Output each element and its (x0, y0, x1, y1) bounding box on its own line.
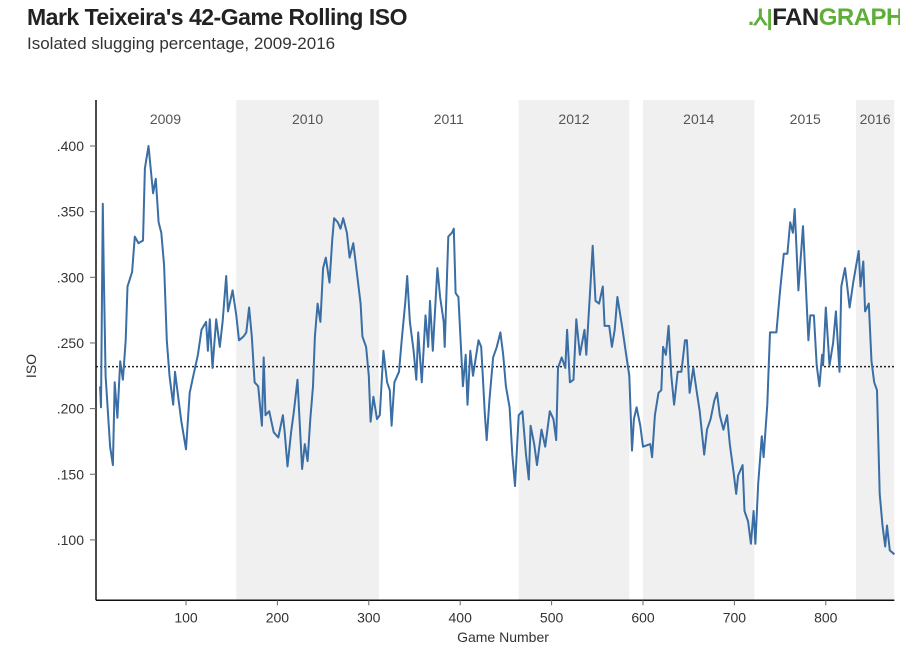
chart-subtitle: Isolated slugging percentage, 2009-2016 (27, 34, 336, 53)
season-label-2016: 2016 (860, 111, 891, 127)
x-tick-label: 600 (631, 609, 655, 625)
chart-title: Mark Teixeira's 42-Game Rolling ISO (27, 4, 407, 30)
logo-text-fan: FAN (772, 4, 819, 31)
x-tick-label: 300 (357, 609, 381, 625)
x-tick-label: 500 (540, 609, 564, 625)
x-tick-label: 800 (814, 609, 838, 625)
season-label-2010: 2010 (292, 111, 323, 127)
logo-text-graphs: GRAPHS (818, 4, 900, 31)
iso-line (99, 145, 896, 556)
axes: 100 200 300 400 500 600 700 800 .100 .150 .200 .250… (57, 100, 895, 625)
season-label-2011: 2011 (434, 111, 464, 127)
season-label-2009: 2009 (150, 111, 181, 127)
x-tick-label: 100 (174, 609, 198, 625)
season-band-2016 (855, 100, 895, 601)
y-tick-label: .400 (57, 138, 84, 154)
iso-series (99, 145, 896, 556)
batter-logo-icon: .⅄| (748, 5, 773, 30)
season-label-2012: 2012 (558, 111, 589, 127)
y-tick-label: .150 (57, 466, 84, 482)
x-tick-label: 200 (266, 609, 290, 625)
season-bands: 2009 2010 2011 2012 2014 2015 2016 (150, 100, 895, 601)
y-tick-label: .350 (57, 204, 84, 220)
y-tick-label: .250 (57, 335, 84, 351)
fangraphs-logo: .⅄|FANGRAPHS (748, 4, 900, 32)
x-tick-label: 700 (723, 609, 747, 625)
season-band-2014 (643, 100, 755, 601)
x-tick-label: 400 (449, 609, 473, 625)
y-tick-label: .300 (57, 269, 84, 285)
y-axis-label: ISO (23, 354, 39, 378)
season-label-2015: 2015 (790, 111, 821, 127)
season-label-2014: 2014 (683, 111, 714, 127)
y-tick-label: .100 (57, 532, 84, 548)
season-band-2010 (236, 100, 379, 601)
y-tick-label: .200 (57, 401, 84, 417)
x-axis-label: Game Number (457, 629, 549, 645)
